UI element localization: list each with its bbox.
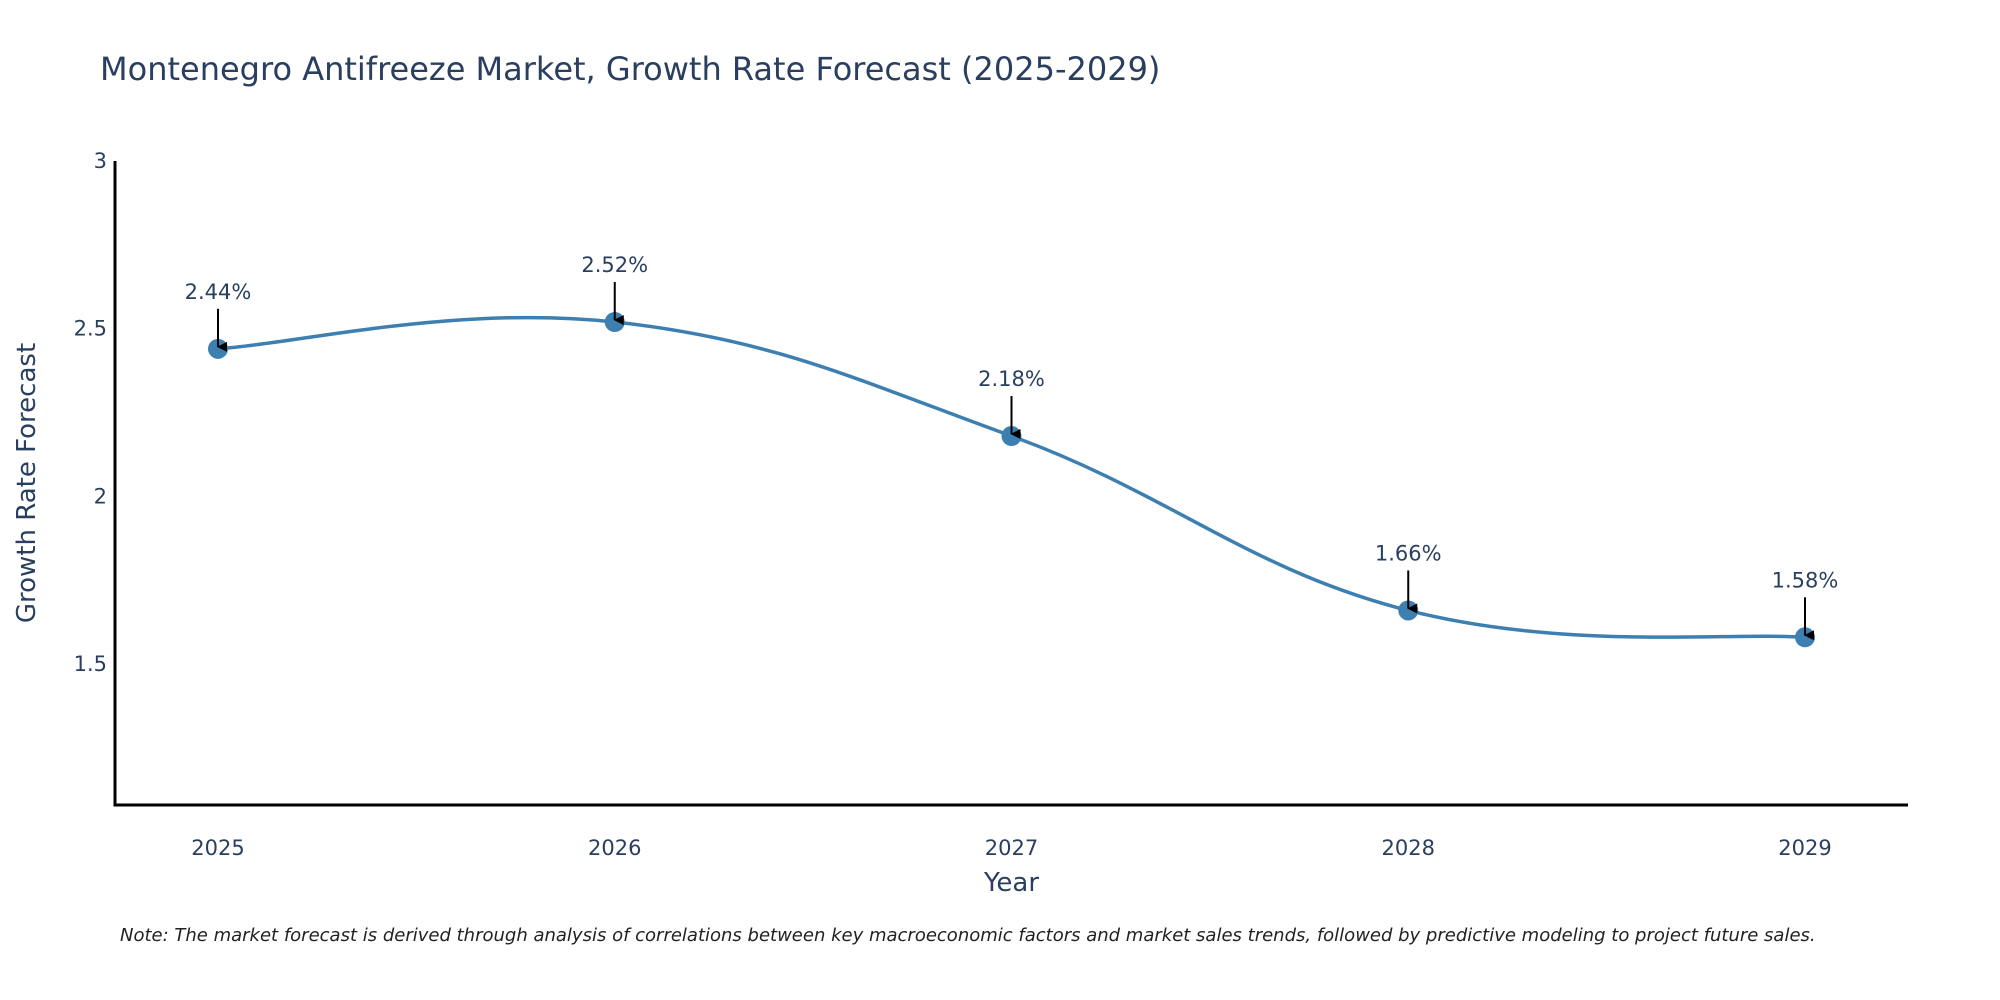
x-tick-label: 2029 [1778, 836, 1831, 860]
y-tick-label: 3 [94, 149, 107, 173]
data-annotations: 2.44% 2.52% 2.18% 1.66% 1.58% [185, 253, 1839, 641]
y-tick-label: 2 [94, 484, 107, 508]
data-label: 2.52% [581, 253, 648, 277]
x-axis-title: Year [983, 868, 1039, 898]
x-tick-label: 2026 [588, 836, 641, 860]
data-label: 2.18% [978, 367, 1045, 391]
series-line-growth-rate [217, 315, 1806, 640]
y-tick-label: 2.5 [74, 317, 107, 341]
data-label: 1.66% [1375, 541, 1442, 565]
data-markers [208, 312, 1815, 648]
footnote: Note: The market forecast is derived thr… [120, 925, 1816, 946]
data-label: 1.58% [1772, 568, 1839, 592]
x-tick-label: 2027 [985, 836, 1038, 860]
chart-title: Montenegro Antifreeze Market, Growth Rat… [100, 50, 1160, 88]
y-tick-label: 1.5 [74, 652, 107, 676]
x-tick-label: 2025 [191, 836, 244, 860]
x-axis-ticks: 2025 2026 2027 2028 2029 [191, 836, 1831, 860]
x-tick-label: 2028 [1382, 836, 1435, 860]
y-axis-ticks: 1.5 2 2.5 3 [74, 149, 107, 676]
data-label: 2.44% [185, 280, 252, 304]
y-axis-title: Growth Rate Forecast [12, 343, 42, 623]
